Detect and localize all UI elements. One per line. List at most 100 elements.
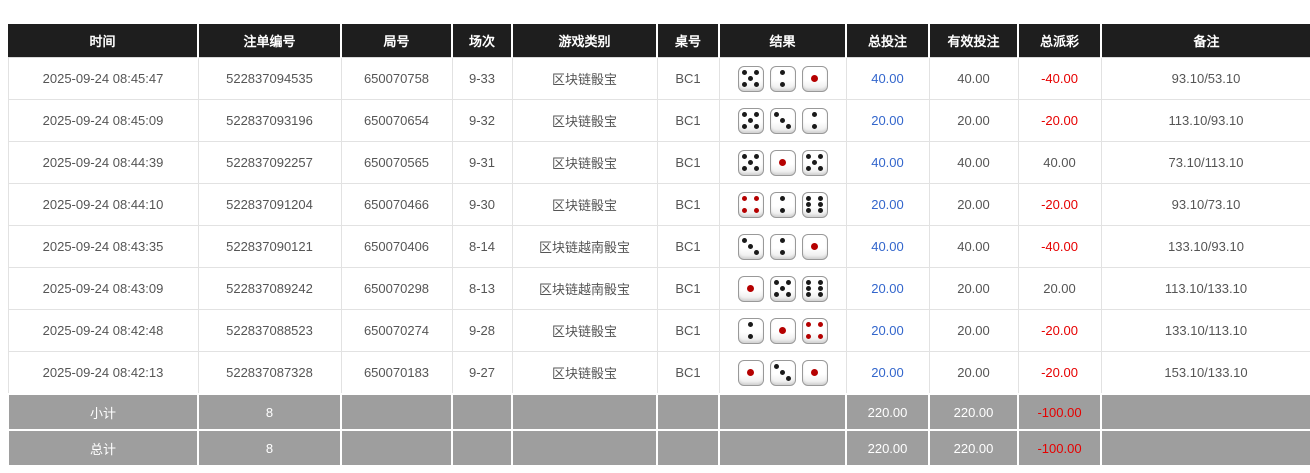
die-6-icon (801, 191, 828, 218)
die-pip (818, 334, 823, 339)
die-1-icon (737, 359, 764, 386)
die-5-icon (737, 149, 764, 176)
cell-payout: -20.00 (1017, 183, 1102, 226)
die-pip (747, 369, 754, 376)
die-pip (754, 166, 759, 171)
cell-total-bet[interactable]: 20.00 (845, 267, 930, 310)
cell-round-id: 650070466 (340, 183, 453, 226)
cell-payout: -20.00 (1017, 99, 1102, 142)
summary-empty-table-id (656, 393, 720, 431)
cell-table-id: BC1 (656, 309, 720, 352)
dice-result (722, 359, 844, 386)
die-pip (774, 112, 779, 117)
die-pip (748, 118, 753, 123)
cell-valid-bet: 20.00 (928, 99, 1019, 142)
cell-time: 2025-09-24 08:42:13 (7, 351, 199, 395)
cell-game-type: 区块链越南骰宝 (511, 225, 658, 268)
cell-game-type: 区块链骰宝 (511, 99, 658, 142)
cell-total-bet[interactable]: 20.00 (845, 309, 930, 352)
die-pip (779, 159, 786, 166)
die-pip (742, 82, 747, 87)
cell-result (718, 141, 847, 184)
summary-payout: -100.00 (1017, 393, 1102, 431)
cell-remark: 113.10/93.10 (1100, 99, 1310, 142)
die-3-icon (769, 107, 796, 134)
die-pip (742, 238, 747, 243)
cell-session: 9-30 (451, 183, 513, 226)
header-cell-session: 场次 (452, 24, 513, 58)
cell-payout: -40.00 (1017, 225, 1102, 268)
die-2-icon (801, 107, 828, 134)
dice-result (722, 233, 844, 260)
die-1-icon (801, 65, 828, 92)
cell-remark: 133.10/113.10 (1100, 309, 1310, 352)
die-pip (779, 327, 786, 334)
cell-result (718, 309, 847, 352)
cell-session: 9-28 (451, 309, 513, 352)
cell-valid-bet: 20.00 (928, 309, 1019, 352)
cell-table-id: BC1 (656, 99, 720, 142)
summary-count: 8 (197, 393, 342, 431)
cell-session: 9-32 (451, 99, 513, 142)
die-5-icon (737, 65, 764, 92)
die-pip (818, 280, 823, 285)
die-pip (780, 238, 785, 243)
die-pip (754, 124, 759, 129)
cell-total-bet[interactable]: 40.00 (845, 141, 930, 184)
cell-round-id: 650070758 (340, 57, 453, 100)
die-4-icon (801, 317, 828, 344)
cell-valid-bet: 40.00 (928, 225, 1019, 268)
die-2-icon (769, 65, 796, 92)
header-cell-result: 结果 (719, 24, 847, 58)
die-pip (754, 250, 759, 255)
die-pip (818, 292, 823, 297)
cell-total-bet[interactable]: 20.00 (845, 99, 930, 142)
die-pip (811, 243, 818, 250)
cell-time: 2025-09-24 08:43:35 (7, 225, 199, 268)
die-pip (806, 202, 811, 207)
cell-game-type: 区块链骰宝 (511, 183, 658, 226)
summary-empty-result (718, 393, 847, 431)
cell-time: 2025-09-24 08:45:47 (7, 57, 199, 100)
die-pip (780, 82, 785, 87)
cell-round-id: 650070654 (340, 99, 453, 142)
die-pip (754, 208, 759, 213)
cell-table-id: BC1 (656, 141, 720, 184)
cell-session: 9-31 (451, 141, 513, 184)
die-1-icon (801, 359, 828, 386)
cell-total-bet[interactable]: 40.00 (845, 57, 930, 100)
cell-total-bet[interactable]: 20.00 (845, 183, 930, 226)
cell-game-type: 区块链骰宝 (511, 141, 658, 184)
die-pip (742, 196, 747, 201)
die-pip (806, 292, 811, 297)
die-pip (786, 376, 791, 381)
summary-payout: -100.00 (1017, 429, 1102, 467)
cell-bet-id: 522837088523 (197, 309, 342, 352)
cell-payout: -20.00 (1017, 309, 1102, 352)
die-pip (806, 286, 811, 291)
die-pip (780, 208, 785, 213)
die-pip (754, 70, 759, 75)
cell-total-bet[interactable]: 40.00 (845, 225, 930, 268)
die-1-icon (801, 233, 828, 260)
cell-round-id: 650070183 (340, 351, 453, 395)
die-6-icon (801, 275, 828, 302)
die-1-icon (737, 275, 764, 302)
die-pip (818, 196, 823, 201)
die-pip (786, 280, 791, 285)
cell-remark: 93.10/53.10 (1100, 57, 1310, 100)
subtotal-row: 小计 8 220.00 220.00 -100.00 (7, 393, 1310, 431)
cell-total-bet[interactable]: 20.00 (845, 351, 930, 395)
cell-remark: 93.10/73.10 (1100, 183, 1310, 226)
die-5-icon (769, 275, 796, 302)
cell-bet-id: 522837093196 (197, 99, 342, 142)
cell-valid-bet: 20.00 (928, 183, 1019, 226)
cell-table-id: BC1 (656, 267, 720, 310)
die-pip (812, 112, 817, 117)
header-cell-payout: 总派彩 (1018, 24, 1102, 58)
header-cell-remark: 备注 (1101, 24, 1310, 58)
cell-game-type: 区块链骰宝 (511, 351, 658, 395)
die-pip (748, 244, 753, 249)
cell-bet-id: 522837089242 (197, 267, 342, 310)
